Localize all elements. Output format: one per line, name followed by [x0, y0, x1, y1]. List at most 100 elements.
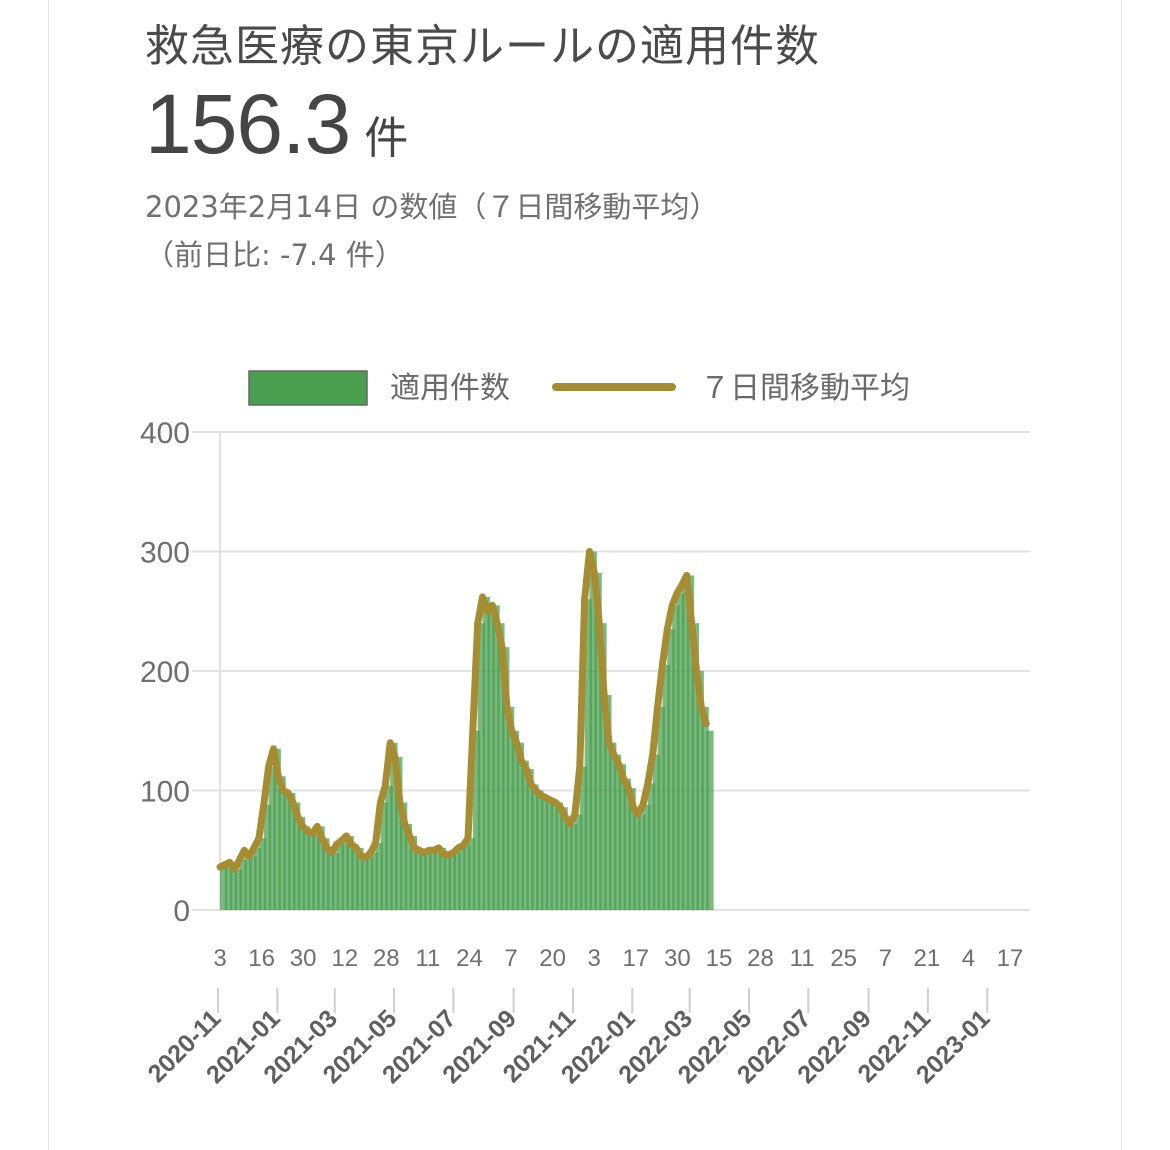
x-day-tick-label: 11	[790, 945, 815, 972]
bar	[292, 802, 301, 910]
bar	[429, 850, 437, 910]
date-caption: 2023年2月14日 の数値（７日間移動平均）	[145, 190, 719, 224]
bar	[492, 605, 500, 910]
bar	[458, 847, 466, 910]
bar	[370, 852, 379, 910]
bar	[633, 807, 641, 910]
moving-average-line	[216, 548, 710, 873]
bar	[249, 856, 257, 910]
bar	[346, 835, 354, 910]
bar	[375, 843, 384, 910]
bar	[613, 754, 622, 910]
bar	[307, 831, 315, 910]
bar	[326, 847, 335, 910]
bar	[317, 826, 325, 910]
headline-value: 156.3	[145, 77, 351, 171]
legend-swatch-bars	[248, 370, 368, 406]
bar	[312, 833, 320, 910]
bar	[638, 814, 646, 910]
x-day-tick-label: 21	[913, 945, 940, 972]
bar	[696, 671, 704, 910]
bar	[244, 850, 252, 910]
bar	[691, 623, 700, 910]
x-day-tick-label: 28	[373, 945, 400, 972]
bar	[239, 859, 247, 910]
bar	[302, 826, 311, 910]
bar	[618, 764, 627, 910]
bar	[589, 551, 597, 910]
bar	[681, 584, 690, 910]
y-tick-label: 300	[140, 537, 190, 570]
bar	[268, 766, 277, 910]
bar	[419, 850, 427, 910]
bar	[322, 838, 330, 910]
bar	[574, 814, 583, 910]
x-day-tick-label: 24	[456, 945, 483, 972]
x-day-tick-label: 3	[588, 945, 601, 972]
bar	[506, 706, 515, 910]
bar	[584, 599, 593, 910]
bar	[477, 623, 486, 910]
bar	[404, 823, 413, 910]
bar	[662, 665, 670, 910]
bar	[642, 804, 651, 910]
bar	[647, 783, 656, 910]
bar	[550, 800, 559, 910]
x-day-tick-label: 7	[879, 945, 892, 972]
bar	[608, 742, 617, 910]
bar	[385, 785, 393, 910]
bar	[497, 623, 505, 910]
bar	[399, 802, 408, 910]
bar	[463, 845, 471, 910]
bar	[570, 823, 578, 910]
bar	[351, 844, 359, 910]
bar	[594, 573, 602, 910]
bar	[283, 790, 291, 910]
x-day-tick-label: 16	[248, 945, 275, 972]
bar	[652, 754, 661, 910]
bar	[409, 835, 418, 910]
x-day-tick-label: 17	[997, 945, 1024, 972]
bar	[482, 596, 490, 910]
page-title: 救急医療の東京ルールの適用件数	[145, 21, 820, 72]
diff-caption: （前日比: -7.4 件）	[145, 238, 404, 272]
bar	[623, 778, 631, 910]
bar	[701, 706, 709, 910]
bar	[487, 611, 495, 910]
y-tick-label: 400	[140, 417, 190, 450]
y-tick-label: 0	[173, 895, 190, 928]
bar	[521, 760, 529, 910]
legend-label-line: ７日間移動平均	[700, 372, 910, 405]
bar	[288, 792, 296, 910]
bar	[278, 776, 286, 910]
bar	[453, 852, 461, 910]
x-day-tick-label: 30	[664, 945, 691, 972]
x-day-tick-label: 28	[747, 945, 774, 972]
x-day-tick-label: 20	[539, 945, 566, 972]
bar	[433, 850, 442, 910]
y-tick-label: 200	[140, 656, 190, 689]
bar	[526, 768, 534, 910]
bar	[380, 802, 388, 910]
bar	[565, 816, 573, 910]
bar	[443, 853, 452, 910]
x-day-tick-label: 3	[213, 945, 226, 972]
bar	[560, 807, 568, 910]
bar	[365, 857, 374, 910]
bar	[672, 605, 680, 910]
x-day-tick-label: 12	[331, 945, 358, 972]
bar	[531, 784, 539, 910]
bar	[254, 847, 262, 910]
bar	[555, 802, 563, 910]
headline-unit: 件	[364, 113, 409, 164]
x-day-tick-label: 30	[290, 945, 317, 972]
bar	[686, 575, 695, 910]
bar	[657, 706, 665, 910]
bar	[414, 847, 422, 910]
bar	[599, 623, 607, 910]
bar	[356, 847, 364, 910]
y-tick-label: 100	[140, 776, 190, 809]
bar	[229, 862, 238, 910]
bar	[501, 647, 510, 910]
